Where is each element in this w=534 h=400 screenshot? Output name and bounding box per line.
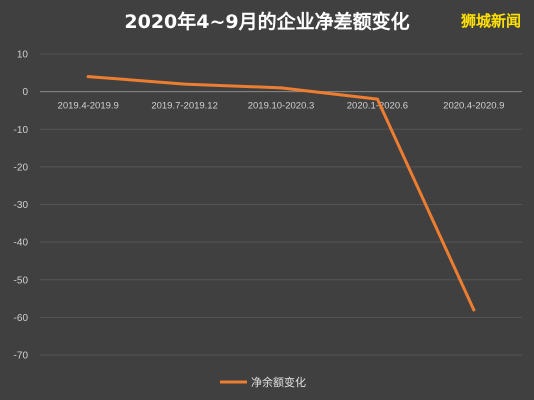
data-point (86, 75, 90, 79)
data-point (375, 97, 379, 101)
x-tick-label: 2019.10-2020.3 (248, 101, 315, 112)
legend-label: 净余额变化 (251, 375, 306, 389)
y-tick-label: 0 (22, 87, 28, 98)
series-layer (86, 75, 476, 312)
gridlines (40, 53, 522, 356)
x-tick-label: 2020.4-2020.9 (443, 101, 504, 112)
x-axis-ticks: 2019.4-2019.9 2019.7-2019.12 2019.10-2020.… (58, 101, 505, 112)
y-tick-label: -60 (14, 313, 29, 324)
y-tick-label: -40 (14, 238, 29, 249)
y-tick-label: -20 (14, 162, 29, 173)
y-tick-label: -30 (14, 200, 29, 211)
chart-title: 2020年4~9月的企业净差额变化 (124, 10, 409, 33)
y-tick-label: -10 (14, 125, 29, 136)
y-tick-label: 10 (17, 50, 29, 61)
x-tick-label: 2019.7-2019.12 (151, 101, 218, 112)
y-axis-ticks: 10 0 -10 -20 -30 -40 -50 -60 -70 (14, 50, 29, 362)
y-tick-label: -50 (14, 275, 29, 286)
x-tick-label: 2019.4-2019.9 (58, 101, 119, 112)
watermark-logo: 狮城新闻 (460, 12, 521, 30)
x-tick-label: 2020.1-2020.6 (347, 101, 408, 112)
data-point (279, 86, 283, 90)
data-point (472, 308, 476, 312)
legend: 净余额变化 (220, 375, 306, 389)
data-point (183, 82, 187, 86)
y-tick-label: -70 (14, 351, 29, 362)
